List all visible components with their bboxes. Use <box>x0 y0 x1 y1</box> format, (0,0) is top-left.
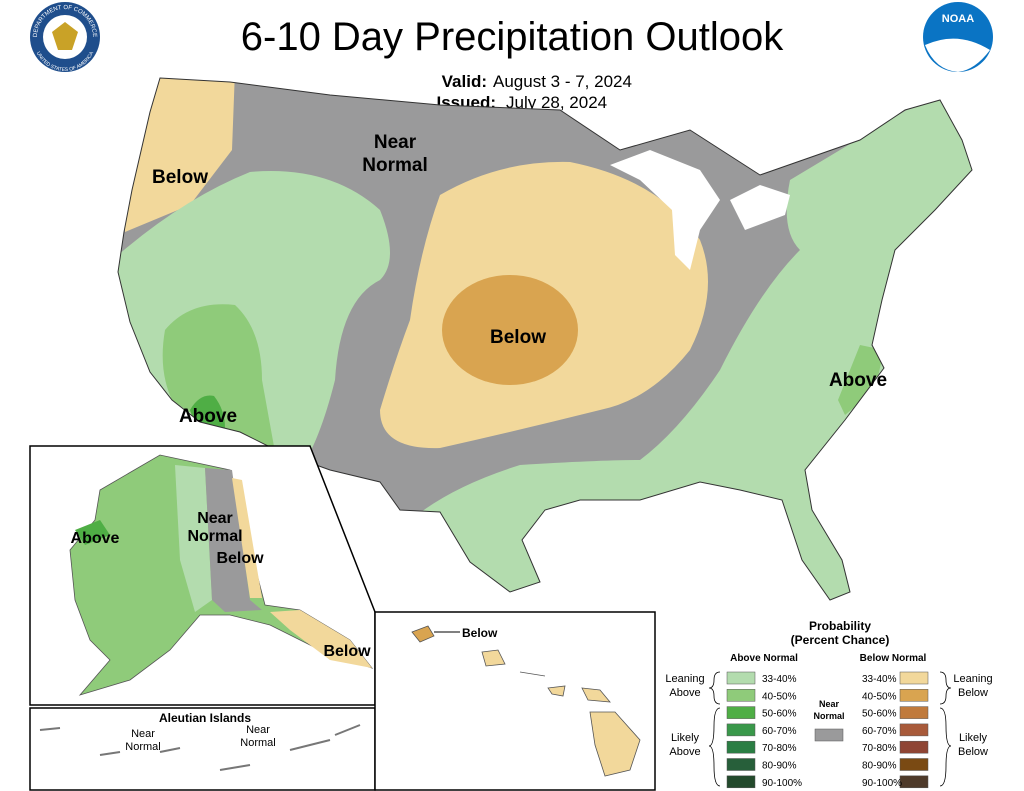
inset-title: Aleutian Islands <box>159 711 251 725</box>
title: 6-10 Day Precipitation Outlook <box>241 15 785 59</box>
island <box>481 649 641 777</box>
label-line: Above <box>669 687 700 699</box>
label-line: Below <box>958 687 988 699</box>
map-label: Below <box>216 550 264 567</box>
legend-bin-label: 50-60% <box>862 709 897 720</box>
legend-swatch <box>726 775 756 789</box>
map-label: Near Normal <box>125 728 160 753</box>
label-line: Near <box>374 132 417 153</box>
aleutian-islands <box>39 724 361 771</box>
legend-swatch <box>899 706 929 719</box>
legend-swatch <box>726 740 756 754</box>
legend-heading: Below Normal <box>860 653 927 664</box>
legend-group: Leaning Above <box>665 673 704 699</box>
map-label: Near Normal <box>187 510 242 545</box>
legend-bin-label: 40-50% <box>762 691 797 702</box>
valid-dates: August 3 - 7, 2024 <box>493 72 632 91</box>
below-area <box>442 275 578 385</box>
map-label: Below <box>323 643 371 660</box>
label-line: Normal <box>125 741 160 753</box>
aleutians-inset <box>29 707 376 791</box>
legend-brace <box>708 671 952 787</box>
map-label: Below <box>152 167 208 188</box>
map-label: Above <box>829 370 887 391</box>
map-label: Below <box>490 327 546 348</box>
legend-bin-label: 50-60% <box>762 709 797 720</box>
legend-swatch <box>814 728 844 742</box>
map-label: Above <box>179 406 237 427</box>
legend-bin-label: 80-90% <box>762 761 797 772</box>
label-line: Above <box>669 746 700 758</box>
legend-swatch <box>899 671 929 685</box>
conus-outline <box>117 77 973 601</box>
label-line: Normal <box>813 711 844 721</box>
above-area <box>162 304 275 452</box>
legend-bin-label: 90-100% <box>862 778 902 789</box>
below-area <box>270 610 372 668</box>
legend-swatch <box>726 706 756 719</box>
label-line: Likely <box>959 732 988 744</box>
legend-bin-label: 40-50% <box>862 691 897 702</box>
label-line: Normal <box>187 528 242 545</box>
legend-bin-label: 70-80% <box>862 743 897 754</box>
issued-date: July 28, 2024 <box>506 93 607 112</box>
near-normal-area <box>205 468 262 612</box>
noaa-text: NOAA <box>942 13 974 25</box>
legend-group: Likely Above <box>669 732 700 758</box>
label-line: Near <box>131 728 155 740</box>
above-area <box>75 520 110 545</box>
legend-swatch <box>899 689 929 702</box>
legend-swatch <box>899 758 929 771</box>
label-line: Normal <box>362 155 427 176</box>
label-line: Near <box>197 510 233 527</box>
legend-swatch <box>726 689 756 702</box>
legend-bin-label: 33-40% <box>762 674 797 685</box>
label-line: Near <box>246 724 270 736</box>
legend-bin-label: 60-70% <box>862 726 897 737</box>
legend-bin-label: 80-90% <box>862 761 897 772</box>
legend-group: Near Normal <box>813 699 844 721</box>
island <box>411 625 435 643</box>
legend-group: Likely Below <box>958 732 988 758</box>
label-line: Normal <box>240 737 275 749</box>
legend-swatch <box>899 775 929 789</box>
great-lakes <box>610 150 720 270</box>
below-area <box>232 478 262 598</box>
valid-label: Valid: <box>442 72 487 91</box>
legend-swatch <box>899 740 929 754</box>
map-label: Above <box>71 530 120 547</box>
legend-bin-label: 60-70% <box>762 726 797 737</box>
legend-bin-label: 70-80% <box>762 743 797 754</box>
legend: Probability (Percent Chance) Above Norma… <box>665 619 992 789</box>
legend-swatch <box>726 758 756 771</box>
above-area <box>175 465 212 612</box>
legend-title: Probability <box>809 619 871 633</box>
map-label: Near Normal <box>362 132 427 176</box>
legend-bin-label: 33-40% <box>862 674 897 685</box>
legend-subtitle: (Percent Chance) <box>791 633 890 647</box>
noaa-logo: NOAA <box>923 2 993 72</box>
map-label: Near Normal <box>240 724 275 749</box>
legend-swatch <box>726 671 756 685</box>
map-label: Below <box>462 626 498 640</box>
legend-bin-label: 90-100% <box>762 778 802 789</box>
label-line: Below <box>958 746 988 758</box>
label-line: Leaning <box>665 673 704 685</box>
label-line: Leaning <box>953 673 992 685</box>
legend-heading: Above Normal <box>730 653 798 664</box>
label-line: Likely <box>671 732 700 744</box>
legend-group: Leaning Below <box>953 673 992 699</box>
commerce-seal: DEPARTMENT OF COMMERCE UNITED STATES OF … <box>30 2 100 73</box>
legend-swatch <box>899 723 929 737</box>
above-area <box>838 345 884 415</box>
above-area <box>190 395 225 428</box>
legend-swatch <box>726 723 756 737</box>
great-lakes <box>730 185 790 230</box>
label-line: Near <box>819 699 840 709</box>
